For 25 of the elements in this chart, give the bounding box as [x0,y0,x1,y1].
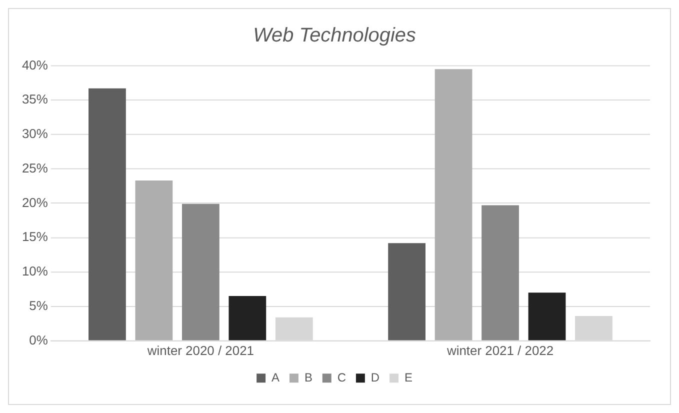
bar [135,180,173,340]
y-tick-label: 35% [22,92,48,107]
x-tick-label: winter 2020 / 2021 [146,343,254,358]
y-tick-label: 25% [22,160,48,176]
y-tick-label: 30% [22,126,48,142]
bar [228,296,266,340]
legend-label: D [370,370,380,384]
chart-title: Web Technologies [253,24,416,46]
bar [434,69,472,340]
legend-label: A [272,370,280,384]
y-tick-label: 5% [29,298,48,313]
legend-label: C [337,370,346,384]
y-tick-label: 15% [22,229,48,244]
y-tick-label: 10% [22,264,48,279]
bar [388,243,426,340]
bar [528,292,566,340]
bar [88,88,126,340]
y-tick-label: 0% [29,332,48,348]
bar [482,205,519,340]
bar [182,204,220,340]
y-tick-label: 40% [22,57,48,72]
x-tick-label: winter 2021 / 2022 [446,343,554,358]
y-tick-label: 20% [22,194,48,210]
legend-label: B [304,370,312,384]
legend-label: E [404,370,412,384]
